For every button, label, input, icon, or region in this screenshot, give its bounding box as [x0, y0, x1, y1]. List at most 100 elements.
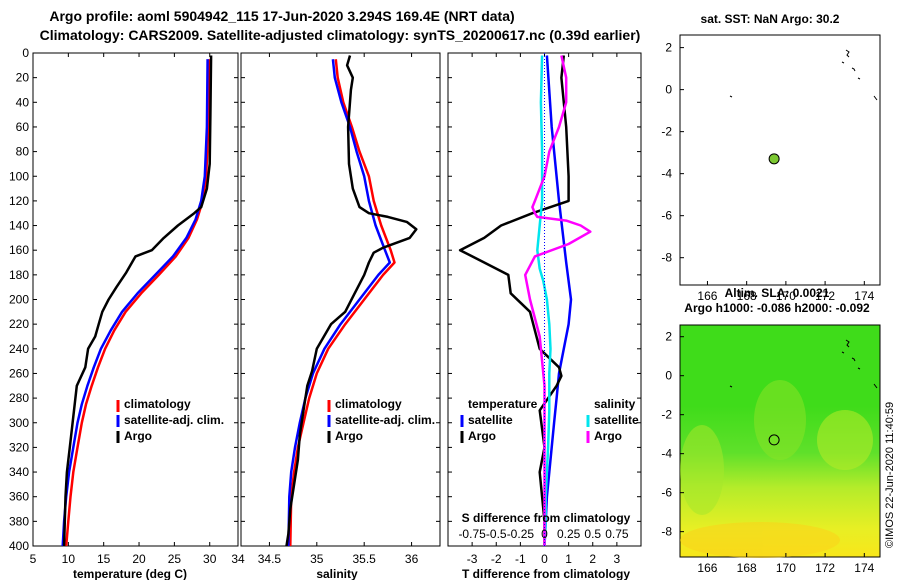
- map-y-tick-label: -2: [661, 125, 672, 139]
- x-tick-label: 2: [589, 552, 596, 566]
- y-tick-label: 40: [16, 95, 30, 109]
- salinity-legend-climatology: climatology: [335, 397, 402, 411]
- series-line-s-argo: [523, 55, 592, 546]
- sla-map-patches: [680, 380, 873, 558]
- sst-map: sat. SST: NaN Argo: 30.2 166 168 170 172 174…: [661, 12, 881, 303]
- map-x-tick-label: 166: [697, 561, 717, 575]
- x-tick-label: -3: [467, 552, 478, 566]
- difference-s-tick-labels: -0.75 -0.5 -0.25 0 0.25 0.5 0.75: [458, 527, 628, 541]
- x-tick-label: 10: [62, 552, 76, 566]
- s-diff-tick-label: 0: [541, 527, 548, 541]
- sla-map-island-outline: [729, 339, 878, 389]
- salinity-x-ticks: 34.5 35 35.5 36: [258, 53, 419, 566]
- series-line-satellite-adj-clim-: [61, 59, 209, 547]
- x-tick-label: 1: [565, 552, 572, 566]
- s-diff-tick-label: 0.5: [584, 527, 601, 541]
- x-tick-label: 3: [614, 552, 621, 566]
- y-tick-label: 60: [16, 120, 30, 134]
- map-x-tick-label: 174: [854, 561, 874, 575]
- y-tick-label: 360: [9, 490, 29, 504]
- x-tick-label: -1: [515, 552, 526, 566]
- s-diff-tick-label: 0.75: [605, 527, 629, 541]
- difference-panel: -3 -2 -1 0 1 2 3 T difference from climatology…: [447, 52, 642, 580]
- salinity-axes-frame: [240, 52, 441, 547]
- map-y-tick-label: -2: [661, 408, 672, 422]
- copyright-label: ©IMOS 22-Jun-2020 11:40:59: [884, 402, 896, 548]
- y-tick-label: 340: [9, 465, 29, 479]
- map-x-tick-label: 166: [697, 289, 717, 303]
- temperature-legend: climatology satellite-adj. clim. Argo: [116, 397, 224, 443]
- temperature-x-ticks: 5 10 15 20 25 30 34: [30, 53, 245, 566]
- y-tick-label: 100: [9, 169, 29, 183]
- sla-map-title-line2: Argo h1000: -0.086 h2000: -0.092: [684, 301, 870, 315]
- temperature-panel: 0 20 40 60 80 100 120 140 160 180 200 220 240 260 280 3…: [9, 46, 245, 580]
- x-tick-label: 35.5: [353, 552, 377, 566]
- series-line-argo: [285, 55, 418, 547]
- map-y-tick-label: -6: [661, 209, 672, 223]
- difference-x-ticks: -3 -2 -1 0 1 2 3: [467, 53, 621, 566]
- x-tick-label: 5: [30, 552, 37, 566]
- map-x-tick-label: 172: [815, 561, 835, 575]
- salinity-legend-argo: Argo: [335, 429, 363, 443]
- figure-title-line1: Argo profile: aoml 5904942_115 17-Jun-20…: [49, 8, 514, 24]
- y-tick-label: 160: [9, 243, 29, 257]
- series-line-t-satellite: [543, 55, 573, 547]
- series-line-t-argo: [458, 55, 570, 546]
- map-x-tick-label: 170: [776, 561, 796, 575]
- difference-legend-salinity-header: salinity: [594, 397, 636, 411]
- map-y-tick-label: 0: [665, 369, 672, 383]
- temperature-legend-argo: Argo: [124, 429, 152, 443]
- y-tick-label: 200: [9, 293, 29, 307]
- sla-map-anomaly-center: [754, 380, 806, 460]
- map-y-tick-label: -8: [661, 251, 672, 265]
- y-tick-label: 300: [9, 416, 29, 430]
- y-tick-label: 320: [9, 440, 29, 454]
- salinity-panel: 34.5 35 35.5 36 salinity climatology satell…: [240, 52, 441, 580]
- difference-series: [458, 55, 592, 547]
- x-tick-label: 30: [203, 552, 217, 566]
- sst-map-frame: [679, 34, 881, 286]
- sst-map-island-outline: [729, 49, 878, 101]
- temperature-legend-climatology: climatology: [124, 397, 191, 411]
- map-x-tick-label: 168: [737, 561, 757, 575]
- sla-map-anomaly-west: [680, 425, 724, 515]
- y-tick-label: 120: [9, 194, 29, 208]
- series-line-satellite-adj-clim-: [287, 59, 392, 547]
- x-tick-label: 0: [541, 552, 548, 566]
- y-tick-label: 140: [9, 219, 29, 233]
- x-tick-label: 15: [97, 552, 111, 566]
- y-tick-label: 20: [16, 71, 30, 85]
- map-y-tick-label: -4: [661, 447, 672, 461]
- map-x-tick-label: 170: [776, 289, 796, 303]
- temperature-y-ticks: 0 20 40 60 80 100 120 140 160 180 200 220 240 260 280 3…: [9, 46, 29, 553]
- sla-map-ticks: 166 168 170 172 174 2 0 -2 -4 -6 -8: [661, 330, 874, 575]
- map-x-tick-label: 168: [737, 289, 757, 303]
- s-diff-tick-label: 0.25: [557, 527, 581, 541]
- x-tick-label: 34.5: [258, 552, 282, 566]
- map-y-tick-label: 2: [665, 330, 672, 344]
- sla-map-anomaly-south: [680, 522, 840, 558]
- sst-map-float-marker: [768, 153, 780, 165]
- map-y-tick-label: -4: [661, 167, 672, 181]
- x-tick-label: 36: [405, 552, 419, 566]
- x-tick-label: 25: [168, 552, 182, 566]
- s-diff-tick-label: -0.25: [507, 527, 535, 541]
- temperature-legend-satellite: satellite-adj. clim.: [124, 413, 224, 427]
- difference-legend-t-satellite: satellite: [468, 413, 513, 427]
- y-tick-label: 80: [16, 145, 30, 159]
- y-tick-label: 400: [9, 539, 29, 553]
- y-tick-label: 280: [9, 391, 29, 405]
- map-x-tick-label: 172: [815, 289, 835, 303]
- sla-map-coastline: [729, 339, 878, 389]
- s-diff-tick-label: -0.5: [486, 527, 507, 541]
- map-y-tick-label: 0: [665, 83, 672, 97]
- y-tick-label: 260: [9, 366, 29, 380]
- y-tick-label: 0: [22, 46, 29, 60]
- sla-map-float-marker: [768, 434, 780, 446]
- sla-map-title-line1: Altim. SLA: 0.0021: [725, 286, 830, 300]
- y-tick-label: 240: [9, 342, 29, 356]
- difference-legend-temperature-header: temperature: [468, 397, 538, 411]
- difference-xlabel: T difference from climatology: [462, 567, 630, 580]
- s-diff-tick-label: -0.75: [458, 527, 486, 541]
